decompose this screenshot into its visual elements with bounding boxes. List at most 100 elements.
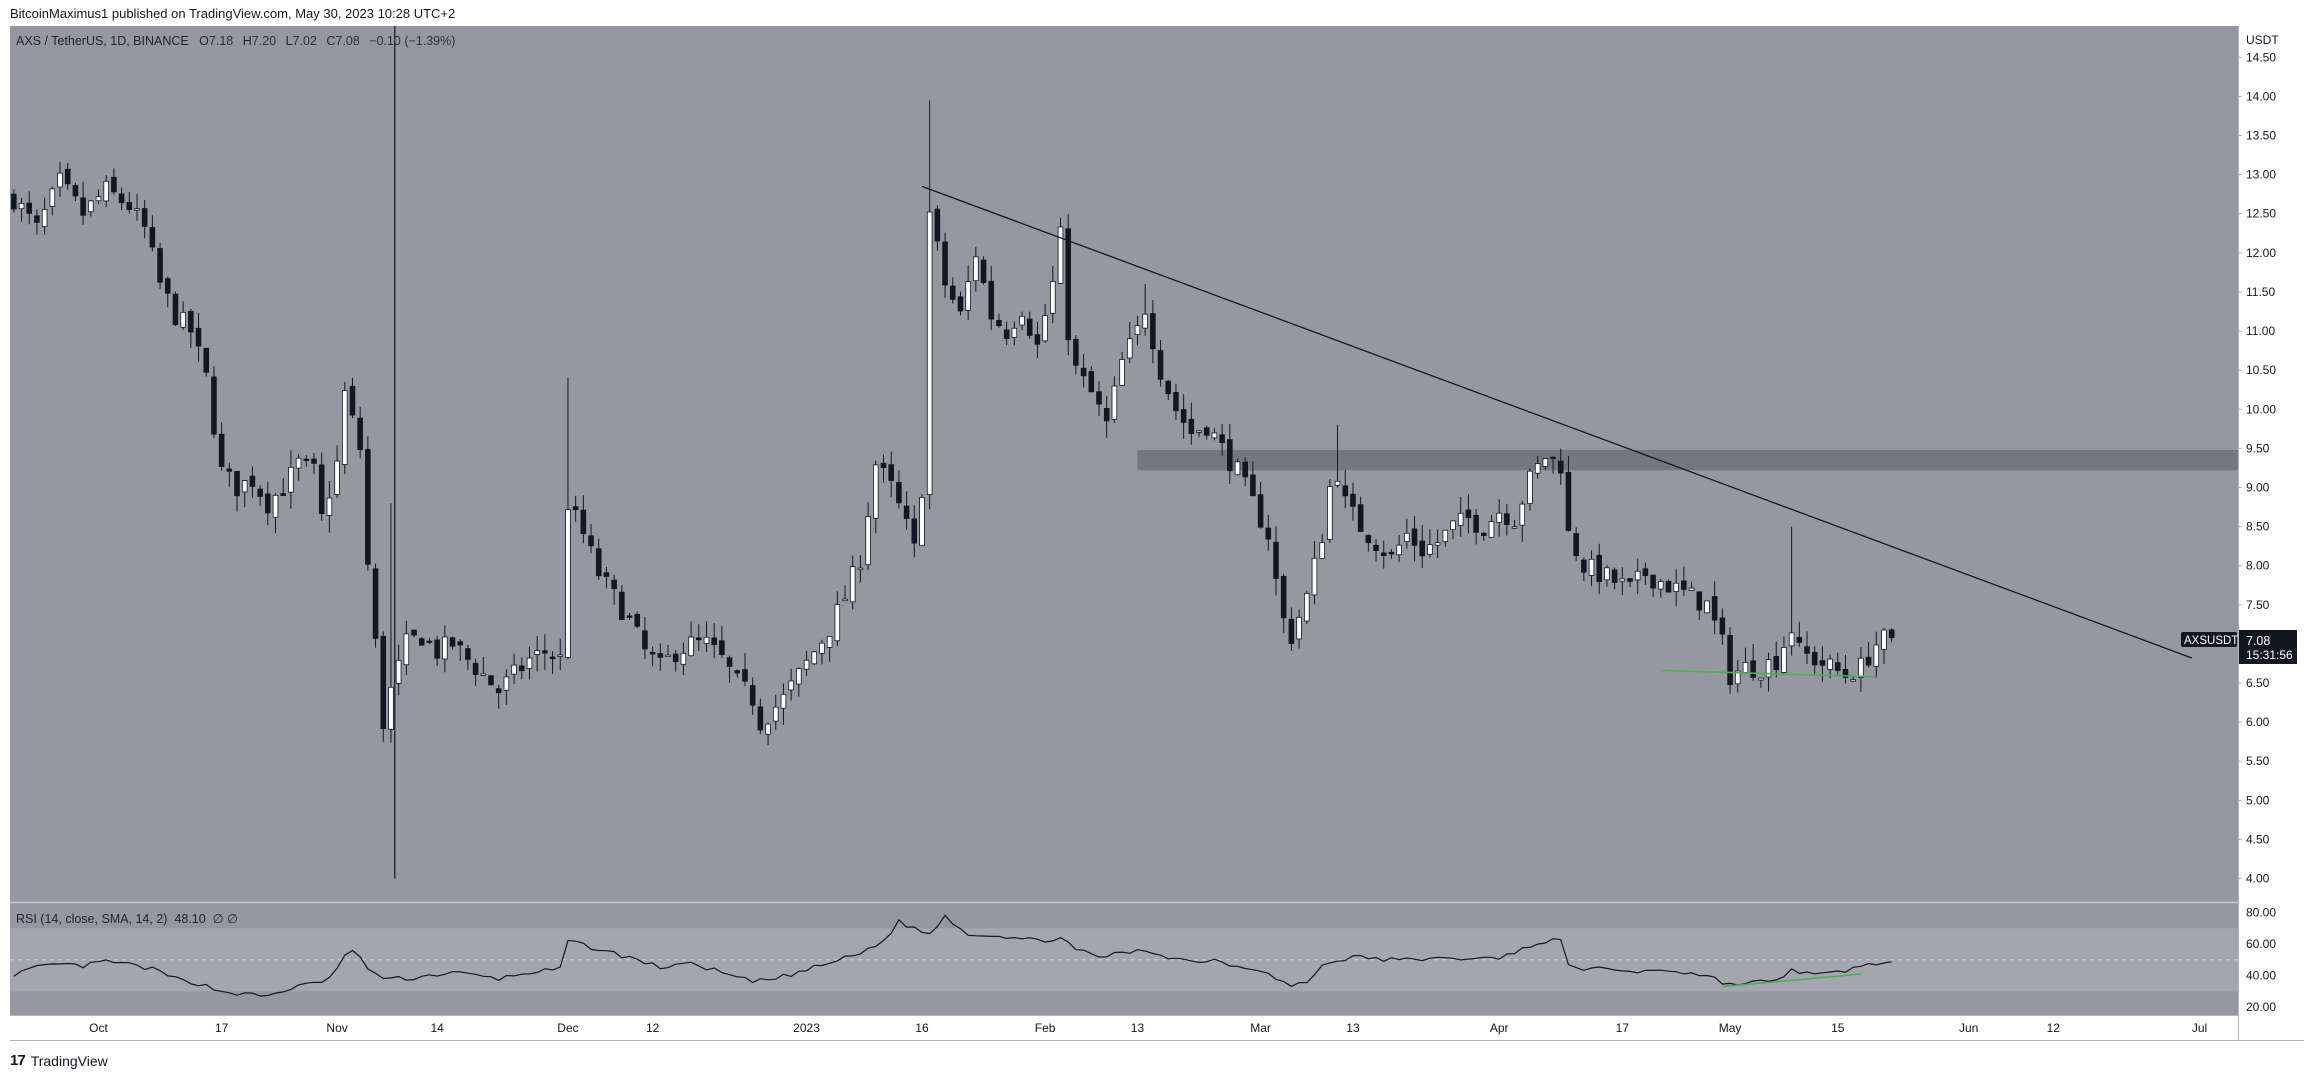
candle-body-down bbox=[1380, 552, 1387, 557]
legend-open-value: 7.18 bbox=[208, 34, 234, 48]
candle bbox=[349, 377, 356, 419]
candle-body-down bbox=[1150, 313, 1156, 350]
candle-body-down bbox=[634, 613, 641, 627]
candle bbox=[1658, 578, 1664, 598]
price-tick-label: 8.00 bbox=[2246, 559, 2270, 573]
candle bbox=[765, 722, 771, 746]
candle bbox=[1765, 652, 1772, 692]
candle-body-down bbox=[411, 629, 417, 636]
time-tick-label: 15 bbox=[1831, 1021, 1845, 1035]
support-line bbox=[1660, 669, 1877, 678]
candle-body-down bbox=[1819, 660, 1826, 666]
candle-body-up bbox=[272, 494, 279, 518]
candle bbox=[1219, 424, 1225, 456]
candle-body-down bbox=[141, 208, 148, 227]
candle bbox=[1873, 631, 1880, 678]
candle-body-down bbox=[1796, 636, 1803, 643]
time-tick-label: Apr bbox=[1490, 1021, 1509, 1035]
candle-body-up bbox=[973, 256, 979, 282]
candle bbox=[226, 462, 233, 487]
rsi-legend: RSI (14, close, SMA, 14, 2) 48.10 ∅ ∅ bbox=[16, 911, 238, 926]
candle-body-down bbox=[80, 197, 86, 216]
candle-body-up bbox=[134, 208, 140, 211]
candle bbox=[1103, 396, 1110, 438]
candle bbox=[295, 453, 302, 481]
candle-body-down bbox=[1342, 485, 1349, 497]
candle-body-down bbox=[465, 648, 471, 660]
price-tag-symbol-box bbox=[2181, 632, 2237, 647]
candle-body-down bbox=[234, 470, 240, 497]
candle bbox=[18, 197, 25, 222]
candle-body-up bbox=[1134, 325, 1141, 336]
candle bbox=[749, 677, 756, 715]
candle bbox=[218, 422, 225, 471]
candle bbox=[1450, 520, 1456, 540]
tradingview-logo[interactable]: 17 TradingView bbox=[10, 1052, 108, 1069]
candle bbox=[1542, 458, 1549, 471]
price-tick-label: 4.00 bbox=[2246, 872, 2270, 886]
candle bbox=[1288, 607, 1295, 651]
candle-body-up bbox=[1404, 532, 1410, 542]
candle bbox=[1019, 311, 1025, 331]
candle-body-down bbox=[1811, 651, 1818, 666]
candle-body-down bbox=[1573, 533, 1579, 557]
candle bbox=[1080, 354, 1087, 388]
candle bbox=[865, 502, 871, 571]
candle bbox=[1504, 503, 1510, 536]
candle-body-down bbox=[1565, 471, 1572, 531]
candle-body-down bbox=[26, 202, 33, 214]
candle bbox=[41, 197, 48, 235]
candle bbox=[826, 636, 833, 662]
candle bbox=[1596, 543, 1603, 595]
candle bbox=[426, 637, 433, 644]
candle bbox=[457, 639, 464, 661]
currency-label: USDT bbox=[2246, 33, 2279, 47]
candle-body-up bbox=[1050, 280, 1056, 314]
candle bbox=[1057, 217, 1064, 285]
candle bbox=[526, 646, 533, 680]
candle bbox=[1673, 569, 1679, 607]
candle-body-down bbox=[1842, 668, 1849, 678]
rsi-band-layer bbox=[10, 928, 2238, 992]
candle-body-up bbox=[334, 460, 340, 495]
candle-body-down bbox=[1835, 662, 1841, 671]
time-tick-label: Jun bbox=[1959, 1021, 1978, 1035]
candle-body-down bbox=[1550, 456, 1556, 460]
candle bbox=[803, 650, 810, 676]
candle-body-up bbox=[849, 566, 856, 603]
time-tick-label: Dec bbox=[557, 1021, 578, 1035]
candle-body-down bbox=[626, 615, 633, 618]
candle bbox=[395, 644, 402, 696]
candle bbox=[1696, 591, 1703, 620]
candle-body-down bbox=[434, 639, 440, 659]
candle-body-down bbox=[542, 650, 548, 654]
candle bbox=[1481, 531, 1487, 541]
candle-body-down bbox=[1804, 646, 1810, 654]
candle-body-down bbox=[1096, 391, 1102, 405]
candle-body-up bbox=[1427, 544, 1433, 555]
candle-body-down bbox=[1773, 656, 1780, 671]
candle bbox=[1711, 581, 1718, 635]
candle-body-up bbox=[18, 203, 25, 210]
candle-body-down bbox=[1080, 367, 1087, 377]
price-tick-label: 8.50 bbox=[2246, 520, 2270, 534]
candle-body-down bbox=[1481, 532, 1487, 536]
candles-layer bbox=[11, 100, 1895, 746]
candle-body-down bbox=[1373, 544, 1379, 551]
candle-body-down bbox=[903, 505, 910, 519]
candle-body-down bbox=[896, 482, 902, 504]
candle-body-up bbox=[1704, 600, 1710, 614]
candle-body-up bbox=[788, 680, 794, 691]
price-axis: 4.004.505.005.506.006.507.007.508.008.50… bbox=[2238, 50, 2276, 886]
candle bbox=[1404, 518, 1410, 549]
price-tick-label: 4.50 bbox=[2246, 832, 2270, 846]
time-tick-label: Nov bbox=[326, 1021, 347, 1035]
candle bbox=[80, 181, 86, 225]
candle bbox=[1203, 425, 1210, 440]
candle-body-down bbox=[318, 464, 325, 515]
candle bbox=[688, 621, 694, 657]
candle bbox=[288, 450, 294, 509]
candle bbox=[857, 555, 864, 583]
candle-body-down bbox=[603, 572, 610, 577]
